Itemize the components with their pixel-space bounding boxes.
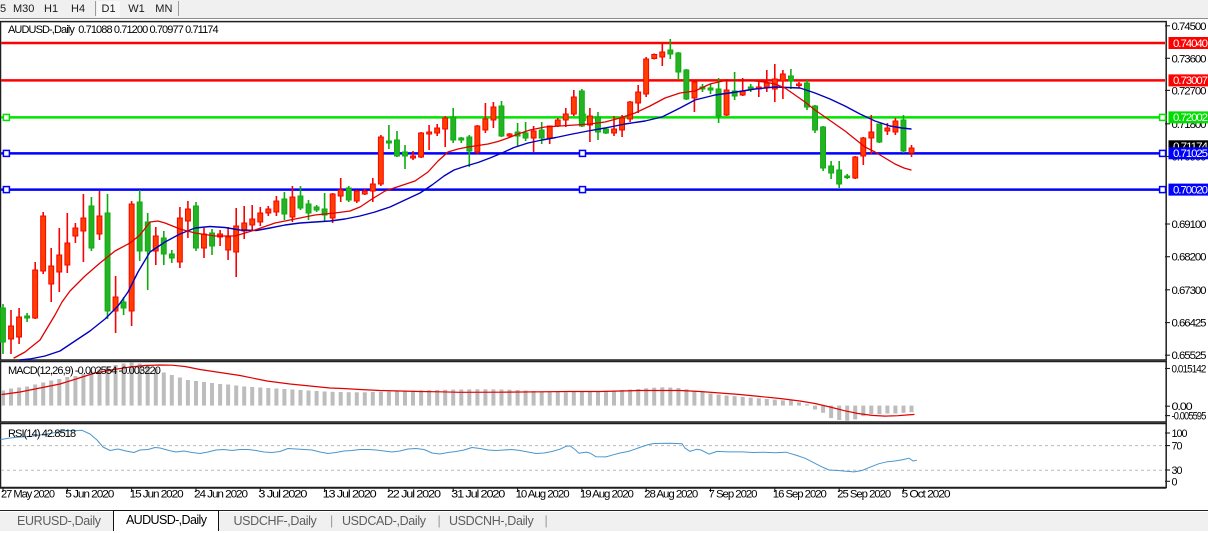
- svg-text:0.65525: 0.65525: [1172, 350, 1207, 362]
- svg-text:15 Jun 2020: 15 Jun 2020: [130, 488, 184, 500]
- svg-text:5 Jun 2020: 5 Jun 2020: [65, 488, 114, 500]
- svg-text:0.72002: 0.72002: [1173, 112, 1208, 124]
- svg-text:0.70020: 0.70020: [1173, 184, 1208, 196]
- svg-text:28 Aug 2020: 28 Aug 2020: [644, 488, 698, 500]
- svg-text:22 Jul 2020: 22 Jul 2020: [387, 488, 441, 500]
- svg-text:5 Oct 2020: 5 Oct 2020: [902, 488, 951, 500]
- svg-text:0.74040: 0.74040: [1173, 38, 1208, 50]
- svg-text:0.71025: 0.71025: [1173, 148, 1208, 160]
- svg-text:0.73600: 0.73600: [1172, 53, 1207, 65]
- svg-text:10 Aug 2020: 10 Aug 2020: [516, 488, 570, 500]
- svg-text:31 Jul 2020: 31 Jul 2020: [451, 488, 505, 500]
- svg-text:0: 0: [1172, 476, 1178, 488]
- svg-text:70: 70: [1172, 441, 1183, 453]
- svg-text:3 Jul 2020: 3 Jul 2020: [258, 488, 307, 500]
- svg-text:7 Sep 2020: 7 Sep 2020: [709, 488, 758, 500]
- svg-text:25 Sep 2020: 25 Sep 2020: [837, 488, 891, 500]
- svg-text:16 Sep 2020: 16 Sep 2020: [773, 488, 827, 500]
- svg-text:0.67300: 0.67300: [1172, 285, 1207, 297]
- svg-text:0.72700: 0.72700: [1172, 85, 1207, 97]
- svg-text:13 Jul 2020: 13 Jul 2020: [323, 488, 377, 500]
- svg-text:0.73007: 0.73007: [1173, 75, 1208, 87]
- svg-text:0.69100: 0.69100: [1172, 219, 1207, 231]
- svg-text:0.74500: 0.74500: [1172, 21, 1207, 33]
- svg-text:30: 30: [1172, 465, 1183, 477]
- svg-text:-0.005595: -0.005595: [1172, 411, 1207, 423]
- svg-text:0.015142: 0.015142: [1172, 364, 1207, 376]
- svg-text:0.66425: 0.66425: [1172, 318, 1207, 330]
- svg-text:0.68200: 0.68200: [1172, 252, 1207, 264]
- svg-text:27 May 2020: 27 May 2020: [1, 488, 55, 500]
- svg-text:100: 100: [1172, 428, 1188, 440]
- svg-text:24 Jun 2020: 24 Jun 2020: [194, 488, 248, 500]
- svg-text:0.00: 0.00: [1172, 401, 1193, 413]
- svg-text:19 Aug 2020: 19 Aug 2020: [580, 488, 634, 500]
